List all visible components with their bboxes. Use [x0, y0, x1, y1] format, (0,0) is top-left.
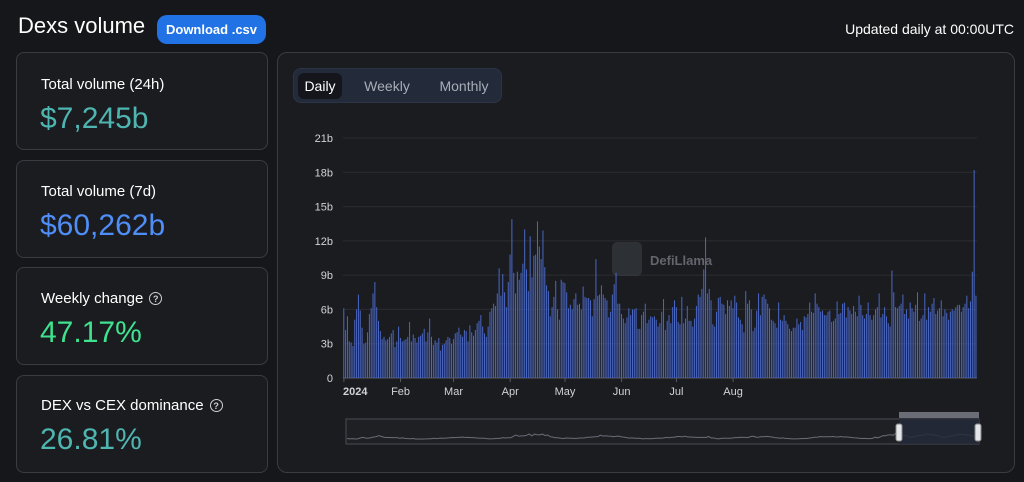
stat-label: Total volume (24h): [41, 76, 164, 93]
stat-value: 26.81%: [40, 423, 142, 456]
stat-label-text: Total volume (7d): [41, 183, 157, 200]
help-icon[interactable]: ?: [149, 292, 163, 305]
stat-label: DEX vs CEX dominance?: [41, 397, 223, 414]
stat-card-weekly-change: Weekly change? 47.17%: [16, 267, 268, 365]
stat-label: Total volume (7d): [41, 183, 156, 200]
stat-label-text: Weekly change: [41, 290, 144, 307]
page-title: Dexs volume: [18, 13, 146, 38]
stat-label-text: Total volume (24h): [41, 76, 165, 93]
download-csv-button[interactable]: Download .csv: [157, 15, 266, 44]
stat-label-text: DEX vs CEX dominance: [41, 397, 204, 414]
help-icon[interactable]: ?: [209, 399, 223, 412]
stat-card-total-volume-24h: Total volume (24h) $7,245b: [16, 52, 268, 150]
stat-value: $60,262b: [40, 209, 166, 242]
stat-label: Weekly change?: [41, 290, 163, 307]
stat-value: 47.17%: [40, 316, 142, 349]
stat-card-total-volume-7d: Total volume (7d) $60,262b: [16, 160, 268, 258]
tab-monthly[interactable]: Monthly: [439, 78, 489, 94]
chart-panel: Daily Weekly Monthly: [277, 52, 1015, 473]
tab-daily[interactable]: Daily: [298, 73, 342, 99]
stat-card-dex-vs-cex-dominance: DEX vs CEX dominance? 26.81%: [16, 375, 268, 473]
updated-text: Updated daily at 00:00UTC: [845, 21, 1014, 37]
stat-value: $7,245b: [40, 102, 149, 135]
tab-weekly[interactable]: Weekly: [364, 78, 410, 94]
granularity-tabs: Daily Weekly Monthly: [293, 68, 502, 103]
